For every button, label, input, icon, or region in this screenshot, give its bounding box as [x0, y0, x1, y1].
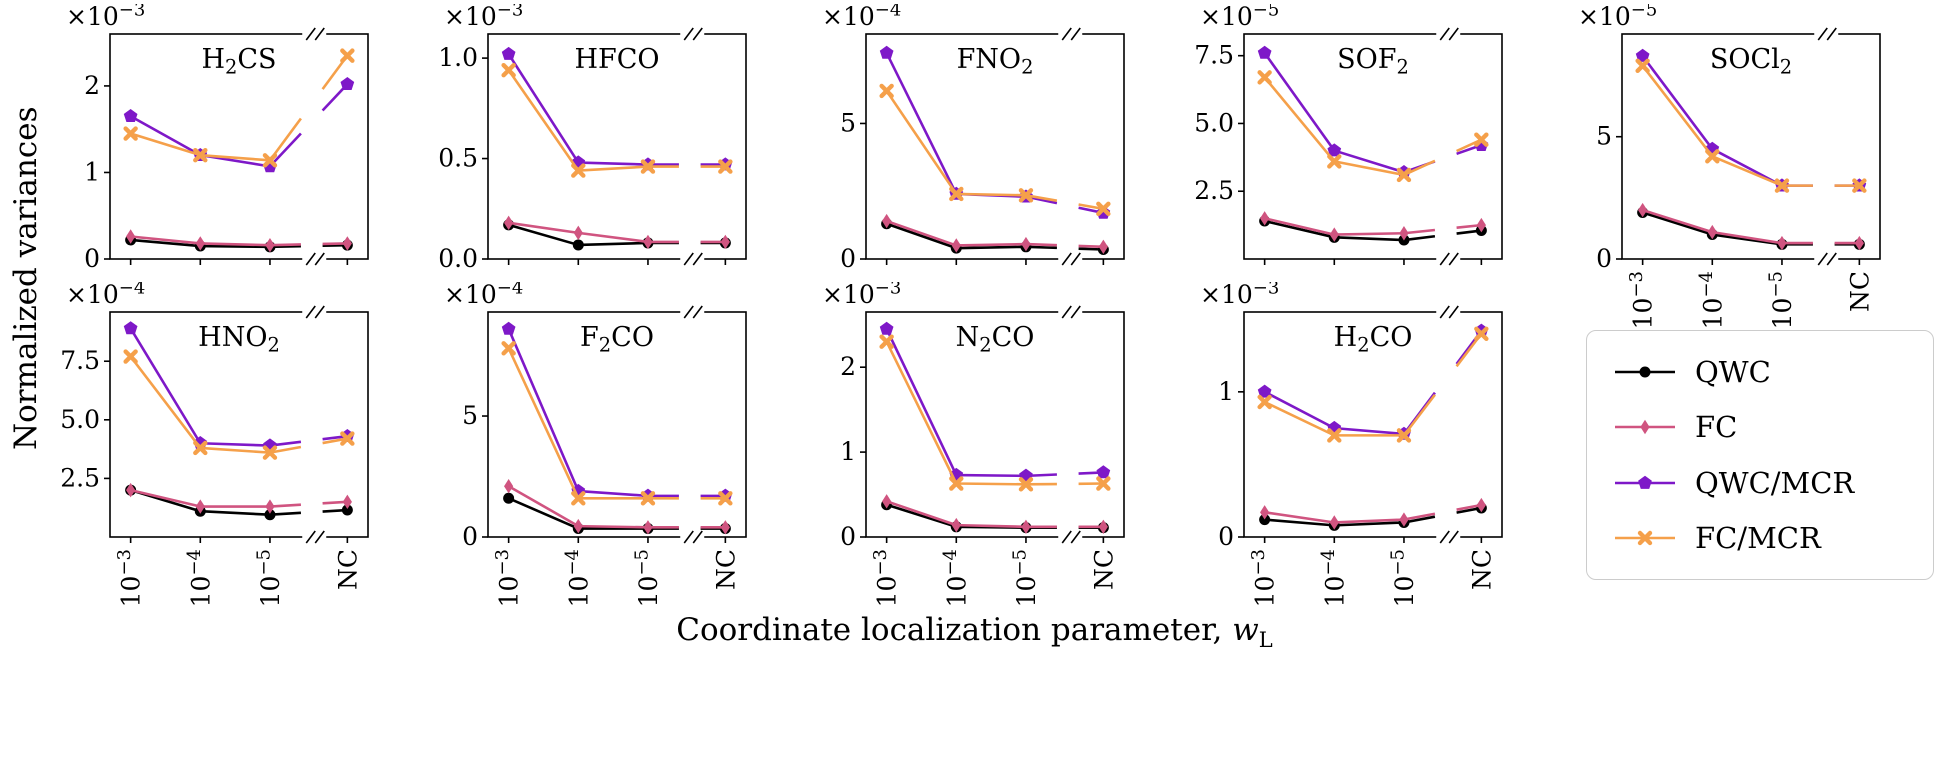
- legend-entry: QWC: [1613, 355, 1907, 389]
- svg-text:5: 5: [1596, 122, 1612, 151]
- svg-text:10−4: 10−4: [1696, 271, 1728, 329]
- x-axis-label-variable: w: [1232, 612, 1259, 648]
- legend-entry-label: FC/MCR: [1695, 520, 1821, 555]
- legend-entry-label: QWC: [1695, 355, 1771, 389]
- svg-text:NC: NC: [1089, 549, 1118, 590]
- svg-text:0: 0: [84, 244, 100, 271]
- svg-text:NC: NC: [1845, 271, 1874, 312]
- svg-text:SOF2: SOF2: [1337, 44, 1409, 78]
- svg-text:0: 0: [1596, 244, 1612, 273]
- svg-text:HFCO: HFCO: [574, 44, 659, 75]
- svg-text:7.5: 7.5: [1194, 41, 1234, 70]
- svg-text:0: 0: [840, 522, 856, 551]
- legend-entry-label: FC: [1695, 410, 1738, 445]
- svg-text:10−5: 10−5: [253, 549, 285, 607]
- svg-text:N2CO: N2CO: [956, 322, 1035, 356]
- svg-text:F2CO: F2CO: [580, 322, 654, 356]
- svg-text:FNO2: FNO2: [957, 44, 1034, 78]
- legend-line-marker-sample: [1613, 412, 1677, 442]
- svg-text:×10−4: ×10−4: [444, 282, 523, 309]
- svg-text:×10−5: ×10−5: [1200, 4, 1279, 31]
- subplot-socl2: ×10−5 SOCl2 0 5 10−3 10−4 10−5 NC: [1552, 0, 1924, 339]
- svg-text:NC: NC: [333, 549, 362, 590]
- svg-text:0: 0: [840, 244, 856, 271]
- svg-text:×10−3: ×10−3: [444, 4, 523, 31]
- subplot-f2co: ×10−4 F2CO 0 5 10−3 10−4 10−5 NC: [418, 278, 790, 617]
- svg-text:2.5: 2.5: [1194, 176, 1234, 205]
- svg-text:2: 2: [840, 352, 856, 381]
- svg-text:7.5: 7.5: [60, 346, 100, 375]
- svg-text:1: 1: [840, 437, 856, 466]
- svg-text:10−4: 10−4: [562, 549, 594, 607]
- svg-text:5: 5: [462, 401, 478, 430]
- svg-text:NC: NC: [1467, 549, 1496, 590]
- svg-text:NC: NC: [711, 549, 740, 590]
- svg-text:10−3: 10−3: [1248, 549, 1280, 607]
- svg-text:10−3: 10−3: [114, 549, 146, 607]
- legend-line-marker-sample: [1613, 468, 1677, 498]
- legend-line-marker-sample: [1613, 357, 1677, 387]
- subplot-fno2: ×10−4 FNO2 0 5: [796, 0, 1168, 275]
- svg-text:×10−5: ×10−5: [1578, 4, 1657, 31]
- svg-text:0.5: 0.5: [438, 144, 478, 173]
- svg-text:2: 2: [84, 71, 100, 100]
- legend-entry-label: QWC/MCR: [1695, 465, 1855, 500]
- svg-text:10−5: 10−5: [1387, 549, 1419, 607]
- legend-line-marker-sample: [1613, 523, 1677, 553]
- y-axis-label: Normalized variances: [8, 106, 44, 450]
- x-axis-label-text: Coordinate localization parameter,: [676, 612, 1233, 648]
- svg-text:0: 0: [462, 522, 478, 551]
- svg-text:×10−4: ×10−4: [66, 282, 145, 309]
- subplot-hno2: ×10−4 HNO2 2.5 5.0 7.5 10−3 10−4 10−5 NC: [40, 278, 412, 617]
- legend: QWC FC QWC/MCR FC/MCR: [1586, 330, 1934, 580]
- svg-text:SOCl2: SOCl2: [1710, 44, 1792, 78]
- legend-entry: QWC/MCR: [1613, 466, 1907, 500]
- legend-entry: FC: [1613, 410, 1907, 444]
- svg-text:10−3: 10−3: [870, 549, 902, 607]
- subplot-h2cs: ×10−3 H2CS 0 1 2: [40, 0, 412, 275]
- svg-text:10−5: 10−5: [631, 549, 663, 607]
- x-axis-label: Coordinate localization parameter, wL: [0, 612, 1949, 652]
- subplot-hfco: ×10−3 HFCO 0.0 0.5 1.0: [418, 0, 790, 275]
- svg-text:0.0: 0.0: [438, 244, 478, 271]
- svg-text:1: 1: [84, 157, 100, 186]
- svg-text:1.0: 1.0: [438, 43, 478, 72]
- svg-text:×10−3: ×10−3: [1200, 282, 1279, 309]
- svg-text:2.5: 2.5: [60, 463, 100, 492]
- svg-text:HNO2: HNO2: [198, 322, 280, 356]
- svg-text:×10−4: ×10−4: [822, 4, 901, 31]
- svg-text:×10−3: ×10−3: [822, 282, 901, 309]
- svg-text:10−4: 10−4: [1318, 549, 1350, 607]
- svg-text:10−4: 10−4: [184, 549, 216, 607]
- svg-text:10−3: 10−3: [492, 549, 524, 607]
- svg-text:10−3: 10−3: [1626, 271, 1658, 329]
- svg-text:H2CS: H2CS: [201, 44, 276, 78]
- legend-entry: FC/MCR: [1613, 521, 1907, 555]
- subplot-n2co: ×10−3 N2CO 0 1 2 10−3 10−4 10−5 NC: [796, 278, 1168, 617]
- svg-text:10−5: 10−5: [1009, 549, 1040, 607]
- svg-text:10−4: 10−4: [940, 549, 972, 607]
- svg-text:0: 0: [1218, 522, 1234, 551]
- subplot-sof2: ×10−5 SOF2 2.5 5.0 7.5: [1174, 0, 1546, 275]
- svg-text:5.0: 5.0: [60, 405, 100, 434]
- svg-text:×10−3: ×10−3: [66, 4, 145, 31]
- subplot-h2co: ×10−3 H2CO 0 1 10−3 10−4 10−5 NC: [1174, 278, 1546, 617]
- svg-text:10−5: 10−5: [1765, 271, 1797, 329]
- svg-text:5: 5: [840, 108, 856, 137]
- svg-text:1: 1: [1218, 377, 1234, 406]
- svg-text:H2CO: H2CO: [1334, 322, 1413, 356]
- svg-text:5.0: 5.0: [1194, 108, 1234, 137]
- x-axis-label-subscript: L: [1258, 628, 1273, 653]
